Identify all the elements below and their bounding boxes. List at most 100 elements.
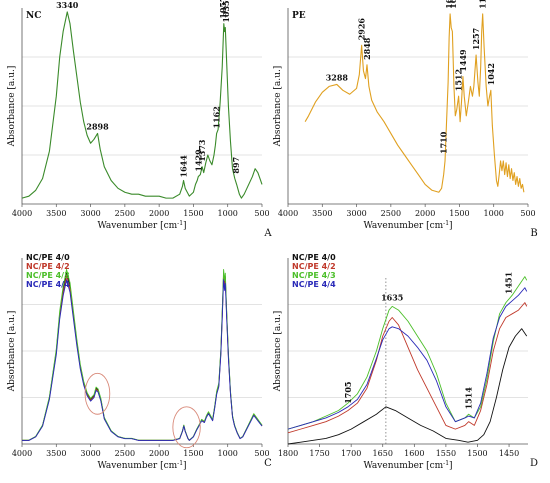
peak-label: 1705 (343, 382, 353, 404)
x-axis-label-end: ] (449, 461, 453, 471)
x-axis-label-end: ] (183, 461, 187, 471)
peak-label: 1644 (179, 155, 189, 178)
x-tick-label: 3500 (46, 449, 66, 458)
legend-entry: NC/PE 4/3 (292, 271, 336, 280)
x-axis-label: Wavenumber [cm-1] (97, 460, 186, 471)
peak-label: 1057 (218, 0, 228, 19)
x-axis-label-superscript: -1 (443, 220, 449, 227)
x-tick-label: 1500 (183, 209, 203, 218)
chart-panel-d: 1800 1750 1700 1650 1600 1550 1500 1450 Wavenumb… (273, 253, 538, 471)
legend-entry: NC/PE 4/4 (26, 280, 70, 289)
x-tick-label: 1450 (499, 449, 519, 458)
x-tick-label: 1000 (484, 209, 504, 218)
legend-entry: NC/PE 4/3 (26, 271, 70, 280)
x-axis-label-end: ] (449, 221, 453, 231)
series-line (21, 11, 263, 199)
x-tick-label: 1800 (278, 449, 298, 458)
panel-corner-label: PE (292, 11, 306, 21)
x-axis-label-end: ] (183, 221, 187, 231)
x-tick-label: 2000 (415, 209, 435, 218)
legend-entry: NC/PE 4/2 (26, 262, 70, 271)
chart-panel-b: 4000 3500 3000 2500 2000 1500 1000 500 Wavenumbe… (273, 0, 538, 239)
legend-entry: NC/PE 4/4 (292, 280, 336, 289)
x-tick-label: 3000 (80, 449, 100, 458)
x-tick-label: 3000 (80, 209, 100, 218)
peak-label: 1636 (444, 0, 454, 9)
x-tick-label: 4000 (12, 449, 32, 458)
peak-label: 1035 (221, 0, 231, 22)
peak-label: 1710 (439, 131, 449, 154)
y-axis-label: Absorbance [a.u.] (273, 311, 283, 393)
x-tick-label: 1500 (449, 209, 469, 218)
legend-entry: NC/PE 4/2 (292, 262, 336, 271)
panel-letter: C (264, 458, 272, 469)
x-tick-label: 1700 (341, 449, 361, 458)
x-tick-label: 1550 (436, 449, 456, 458)
x-tick-label: 3500 (46, 209, 66, 218)
peak-label: 897 (231, 157, 241, 174)
legend-entry: NC/PE 4/0 (26, 253, 70, 262)
x-tick-label: 2000 (149, 449, 169, 458)
peak-label: 1514 (464, 387, 474, 410)
x-axis-label-superscript: -1 (177, 220, 183, 227)
panel-letter: D (530, 458, 538, 469)
peak-label: 2848 (362, 37, 372, 60)
x-axis-label-superscript: -1 (443, 460, 449, 467)
series-line (287, 276, 528, 430)
x-tick-label: 4000 (278, 209, 298, 218)
panel-letter: B (530, 228, 537, 239)
series-line (287, 302, 528, 434)
peak-label: 1451 (503, 272, 513, 294)
x-tick-label: 1500 (183, 449, 203, 458)
peak-label: 1161 (478, 0, 488, 9)
x-tick-label: 2500 (115, 449, 135, 458)
series-line (287, 287, 528, 430)
y-axis-label: Absorbance [a.u.] (273, 66, 283, 148)
x-tick-label: 1650 (373, 449, 393, 458)
x-tick-label: 1000 (218, 449, 238, 458)
series-line (287, 328, 528, 445)
x-tick-label: 500 (254, 449, 269, 458)
peak-label: 1373 (197, 139, 207, 162)
peak-label: 2898 (86, 121, 109, 131)
x-tick-label: 4000 (12, 209, 32, 218)
y-axis-label: Absorbance [a.u.] (7, 311, 17, 393)
peak-label: 1042 (486, 63, 496, 85)
highlight-ellipse (172, 406, 201, 449)
y-axis-label: Absorbance [a.u.] (7, 66, 17, 148)
x-axis-label: Wavenumber [cm-1] (363, 460, 452, 471)
x-tick-label: 2000 (149, 209, 169, 218)
x-tick-label: 3500 (312, 209, 332, 218)
x-tick-label: 1000 (218, 209, 238, 218)
x-tick-label: 1600 (404, 449, 424, 458)
peak-label: 1429 (193, 149, 203, 172)
x-tick-label: 2500 (381, 209, 401, 218)
peak-label: 1635 (381, 293, 403, 303)
x-axis-label-superscript: -1 (177, 460, 183, 467)
chart-panel-c: 4000 3500 3000 2500 2000 1500 1000 500 Wavenumbe… (7, 253, 272, 471)
x-tick-label: 2500 (115, 209, 135, 218)
x-tick-label: 1750 (309, 449, 329, 458)
series-line (22, 279, 263, 441)
x-tick-label: 500 (254, 209, 269, 218)
x-tick-label: 500 (520, 209, 535, 218)
peak-label: 1162 (212, 106, 222, 128)
peak-label: 1512 (454, 69, 464, 91)
peak-label: 1257 (471, 28, 481, 50)
peak-label: 1603 (448, 0, 458, 9)
peak-label: 2926 (357, 18, 367, 41)
x-tick-label: 3000 (346, 209, 366, 218)
panel-letter: A (263, 228, 272, 239)
x-tick-label: 1500 (467, 449, 487, 458)
series-line (304, 13, 525, 193)
highlight-ellipse (84, 372, 111, 415)
peak-label: 3288 (326, 72, 349, 82)
x-axis-label: Wavenumber [cm-1] (97, 220, 186, 231)
peak-label: 1449 (458, 49, 468, 72)
x-axis-label: Wavenumber [cm-1] (363, 220, 452, 231)
legend-entry: NC/PE 4/0 (292, 253, 336, 262)
chart-panel-a: 4000 3500 3000 2500 2000 1500 1000 500 Wavenumbe… (7, 0, 272, 239)
peak-label: 3340 (56, 0, 79, 10)
